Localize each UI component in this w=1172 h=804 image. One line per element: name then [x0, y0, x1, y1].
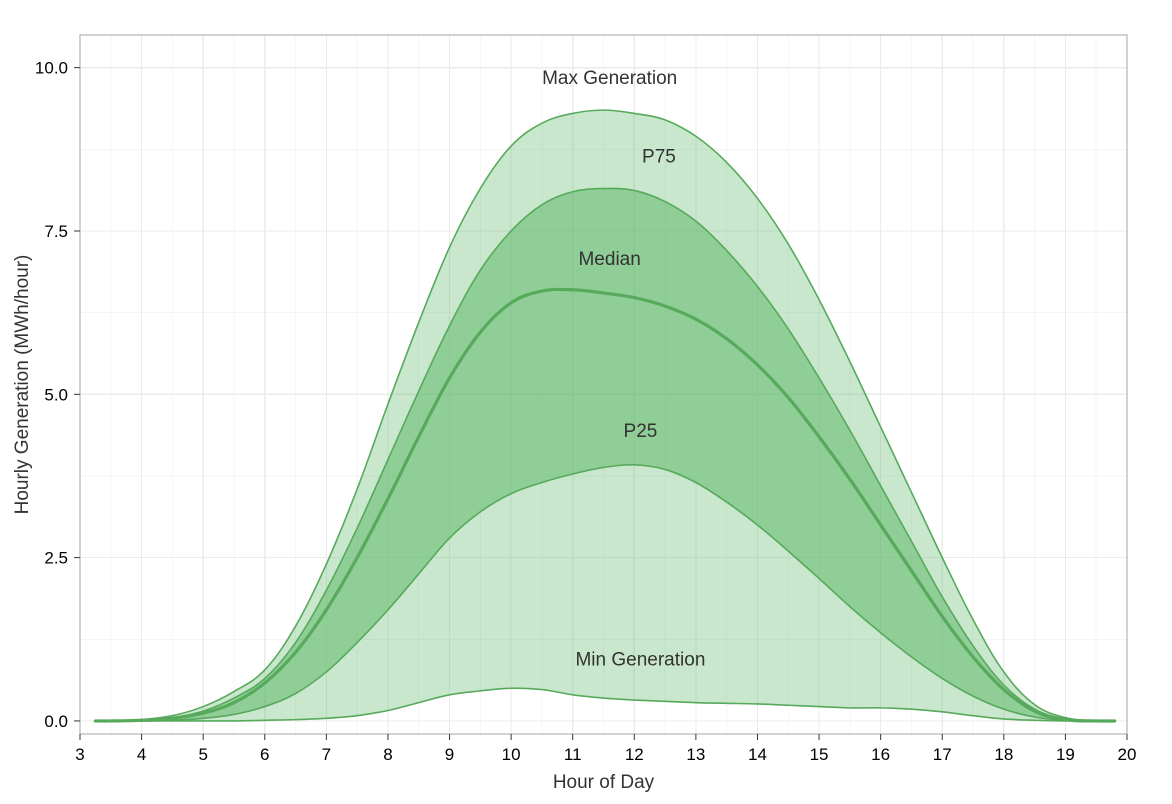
x-tick-label: 3	[75, 745, 84, 764]
annotation-label: Min Generation	[575, 649, 705, 670]
x-tick-label: 9	[445, 745, 454, 764]
generation-fan-chart: 3 4 5 6 7 8 9 10 11 12 13 14 15 16 17 18 19 20 0.0 2.5 5.0 7.…	[0, 0, 1172, 804]
x-tick-label: 12	[625, 745, 644, 764]
x-tick-label: 18	[994, 745, 1013, 764]
x-tick-label: 4	[137, 745, 146, 764]
x-tick-label: 17	[933, 745, 952, 764]
x-tick-label: 19	[1056, 745, 1075, 764]
x-tick-label: 14	[748, 745, 767, 764]
y-tick-label: 2.5	[44, 549, 68, 568]
annotation-label: P75	[642, 146, 676, 167]
x-tick-label: 20	[1118, 745, 1137, 764]
x-tick-label: 16	[871, 745, 890, 764]
x-axis-title: Hour of Day	[553, 772, 655, 793]
annotation-label: P25	[624, 421, 658, 442]
y-tick-label: 5.0	[44, 385, 68, 404]
x-tick-label: 7	[322, 745, 331, 764]
annotation-label: Median	[578, 249, 640, 270]
x-tick-label: 5	[198, 745, 207, 764]
x-tick-label: 6	[260, 745, 269, 764]
x-tick-label: 15	[810, 745, 829, 764]
x-tick-label: 11	[564, 745, 582, 764]
y-tick-label: 7.5	[44, 222, 68, 241]
x-tick-label: 10	[502, 745, 521, 764]
y-axis-title: Hourly Generation (MWh/hour)	[12, 255, 33, 515]
y-tick-label: 0.0	[44, 712, 68, 731]
x-tick-label: 13	[686, 745, 705, 764]
y-tick-label: 10.0	[35, 59, 68, 78]
x-tick-label: 8	[383, 745, 392, 764]
annotation-label: Max Generation	[542, 68, 677, 89]
